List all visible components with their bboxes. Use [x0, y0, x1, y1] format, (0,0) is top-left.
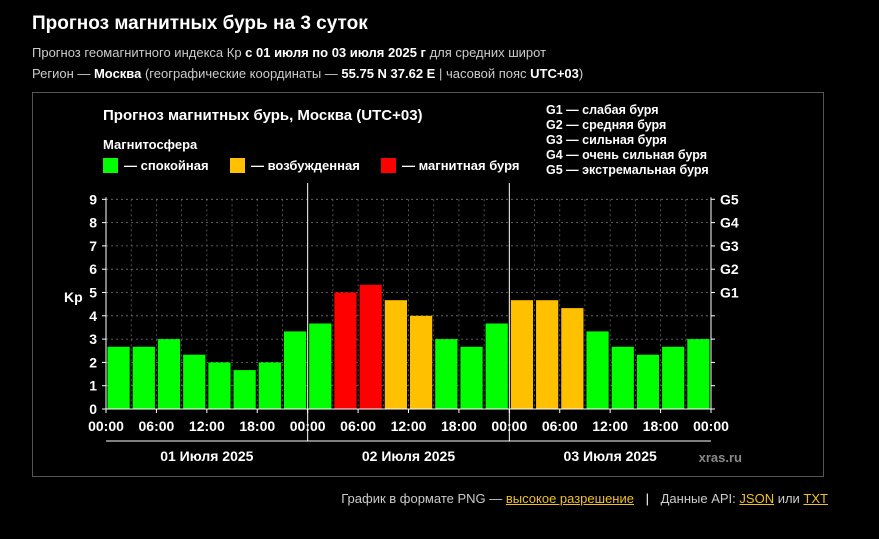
legend-label: — магнитная буря [402, 158, 519, 173]
x-tick-label: 12:00 [189, 418, 225, 434]
region-text: | часовой пояс [435, 66, 531, 81]
kp-bar [485, 323, 508, 409]
kp-bar [536, 300, 559, 409]
legend-label: — возбужденная [251, 158, 360, 173]
g-tick-label: G4 [720, 215, 739, 231]
kp-bar [687, 339, 710, 409]
region-text: ) [578, 66, 584, 81]
y-tick-label: 1 [89, 378, 97, 394]
date-range: с 01 июля по 03 июля 2025 г [245, 45, 426, 60]
hires-link[interactable]: высокое разрешение [505, 491, 634, 506]
g-scale-label: G2 — средняя буря [546, 118, 666, 132]
subtitle-text: для средних широт [425, 45, 547, 60]
png-label: График в формате PNG — [341, 491, 503, 506]
g-scale-label: G4 — очень сильная буря [546, 148, 707, 162]
y-axis-label: Kp [64, 289, 83, 305]
region-city: Москва [93, 66, 142, 81]
x-tick-label: 00:00 [693, 418, 729, 434]
kp-bar [107, 346, 130, 409]
chart-panel: Прогноз магнитных бурь, Москва (UTC+03) М… [32, 92, 824, 477]
x-tick-label: 06:00 [139, 418, 175, 434]
g-scale-label: G1 — слабая буря [546, 103, 659, 117]
kp-bar [334, 292, 357, 409]
g-tick-label: G1 [720, 285, 739, 301]
region-coords: 55.75 N 37.62 E [341, 66, 436, 81]
g-tick-label: G3 [720, 238, 739, 254]
region-timezone: UTC+03 [530, 66, 579, 81]
x-tick-label: 00:00 [491, 418, 527, 434]
kp-bar [586, 331, 609, 409]
g-tick-label: G2 [720, 261, 739, 277]
kp-bar [435, 339, 458, 409]
y-tick-label: 4 [89, 308, 97, 324]
day-label: 03 Июля 2025 [564, 448, 657, 464]
footer: График в формате PNG — высокое разрешени… [341, 491, 828, 506]
kp-bar [410, 315, 433, 409]
legend-label: — спокойная [124, 158, 209, 173]
kp-bar [283, 331, 307, 409]
api-label: Данные API: [660, 491, 736, 506]
x-tick-label: 18:00 [239, 418, 275, 434]
y-tick-label: 0 [89, 401, 97, 417]
kp-chart: Прогноз магнитных бурь, Москва (UTC+03) М… [64, 103, 742, 465]
subtitle-text: Прогноз геомагнитного индекса Кр [32, 45, 246, 60]
kp-bar [636, 354, 660, 409]
txt-link[interactable]: TXT [803, 491, 828, 506]
region-text: Регион — [32, 66, 94, 81]
x-tick-label: 12:00 [592, 418, 628, 434]
legend-swatch [381, 158, 396, 173]
footer-divider: | [645, 491, 649, 506]
kp-bar [309, 323, 332, 409]
watermark: xras.ru [699, 450, 742, 465]
json-link[interactable]: JSON [739, 491, 775, 506]
kp-bar [561, 308, 584, 409]
legend-swatch [103, 158, 118, 173]
x-tick-label: 12:00 [391, 418, 427, 434]
y-tick-label: 3 [89, 331, 97, 347]
forecast-description: Прогноз геомагнитного индекса Кр с 01 ию… [32, 45, 546, 60]
y-tick-label: 6 [89, 261, 97, 277]
kp-bar [611, 346, 634, 409]
g-scale-label: G3 — сильная буря [546, 133, 667, 147]
kp-bar [208, 362, 231, 409]
y-tick-label: 8 [89, 215, 97, 231]
x-tick-label: 00:00 [290, 418, 326, 434]
x-tick-label: 06:00 [542, 418, 578, 434]
g-scale-label: G5 — экстремальная буря [546, 163, 709, 177]
kp-bar [157, 339, 181, 409]
g-tick-label: G5 [720, 191, 739, 207]
y-tick-label: 2 [89, 354, 97, 370]
y-tick-label: 7 [89, 238, 97, 254]
kp-bar [359, 284, 382, 409]
kp-bar [384, 300, 407, 409]
x-tick-label: 06:00 [340, 418, 376, 434]
y-tick-label: 5 [89, 285, 97, 301]
x-tick-label: 18:00 [441, 418, 477, 434]
kp-bar [132, 346, 155, 409]
chart-title: Прогноз магнитных бурь, Москва (UTC+03) [103, 107, 423, 124]
legend-title: Магнитосфера [103, 137, 198, 152]
kp-bar [510, 300, 534, 409]
kp-bar [460, 346, 483, 409]
kp-bar [183, 354, 206, 409]
kp-bar [662, 346, 685, 409]
or-label: или [777, 491, 800, 506]
day-label: 02 Июля 2025 [362, 448, 455, 464]
x-tick-label: 00:00 [88, 418, 124, 434]
region-description: Регион — Москва (географические координа… [32, 66, 583, 81]
region-text: (географические координаты — [141, 66, 342, 81]
kp-bar [233, 370, 256, 409]
legend-swatch [230, 158, 245, 173]
kp-bar [258, 362, 281, 409]
day-label: 01 Июля 2025 [160, 448, 253, 464]
y-tick-label: 9 [89, 191, 97, 207]
x-tick-label: 18:00 [643, 418, 679, 434]
page-title: Прогноз магнитных бурь на 3 суток [32, 13, 368, 34]
